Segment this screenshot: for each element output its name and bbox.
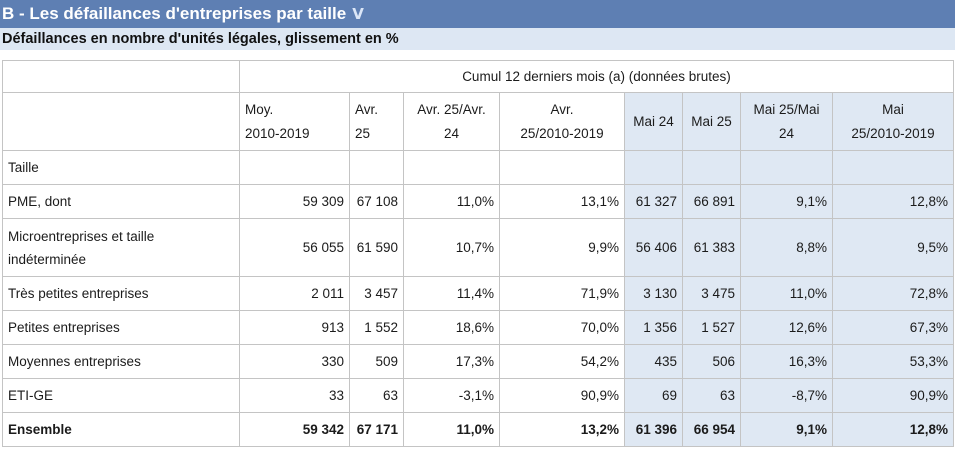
column-header-row: Moy. 2010-2019 Avr. 25 Avr. 25/Avr. 24 Avr.…	[2, 92, 954, 151]
table-cell: 67 108	[349, 184, 404, 219]
table-cell: 90,9%	[832, 378, 954, 413]
table-cell: 3 475	[682, 276, 741, 311]
table-cell: 61 590	[349, 218, 404, 277]
row-label: ETI-GE	[2, 378, 240, 413]
column-header: Mai 25/2010-2019	[832, 92, 954, 151]
table-row: Très petites entreprises 2 011 3 457 11,…	[2, 276, 954, 311]
failures-table: Cumul 12 derniers mois (a) (données brut…	[2, 60, 954, 447]
table-cell: 17,3%	[403, 344, 500, 379]
table-cell: 12,8%	[832, 184, 954, 219]
column-header: Avr. 25/2010-2019	[499, 92, 625, 151]
group-header-row: Cumul 12 derniers mois (a) (données brut…	[2, 60, 954, 93]
table-cell: 56 055	[239, 218, 350, 277]
row-label: Moyennes entreprises	[2, 344, 240, 379]
table-cell: 66 954	[682, 412, 741, 447]
table-cell: 8,8%	[740, 218, 833, 277]
table-cell: 67,3%	[832, 310, 954, 345]
column-header: Mai 25	[682, 92, 741, 151]
table-cell: 509	[349, 344, 404, 379]
row-label: Ensemble	[2, 412, 240, 447]
table-cell: 53,3%	[832, 344, 954, 379]
total-row: Ensemble 59 342 67 171 11,0% 13,2% 61 39…	[2, 412, 954, 447]
column-header: Avr. 25/Avr. 24	[403, 92, 500, 151]
table-cell: 59 342	[239, 412, 350, 447]
section-label: Taille	[2, 150, 240, 185]
table-cell: 90,9%	[499, 378, 625, 413]
table-cell: 12,8%	[832, 412, 954, 447]
table-row: Microentreprises et taille indéterminée 5…	[2, 218, 954, 277]
table-cell: 72,8%	[832, 276, 954, 311]
table-cell: 913	[239, 310, 350, 345]
table-cell: 3 130	[624, 276, 683, 311]
table-cell: 61 383	[682, 218, 741, 277]
table-cell: 63	[349, 378, 404, 413]
page-title: B - Les défaillances d'entreprises par t…	[0, 0, 955, 28]
table-cell: 66 891	[682, 184, 741, 219]
column-header: Avr. 25	[349, 92, 404, 151]
table-row: ETI-GE 33 63 -3,1% 90,9% 69 63 -8,7% 90,…	[2, 378, 954, 413]
table-cell: 11,0%	[403, 184, 500, 219]
table-cell: 330	[239, 344, 350, 379]
table-row: Moyennes entreprises 330 509 17,3% 54,2%…	[2, 344, 954, 379]
table-cell: 13,1%	[499, 184, 625, 219]
row-label: Petites entreprises	[2, 310, 240, 345]
corner-cell	[2, 92, 240, 151]
table-cell: 1 552	[349, 310, 404, 345]
table-cell: 9,1%	[740, 412, 833, 447]
table-cell: 11,4%	[403, 276, 500, 311]
table-cell: 13,2%	[499, 412, 625, 447]
table-cell: 9,5%	[832, 218, 954, 277]
column-header: Moy. 2010-2019	[239, 92, 350, 151]
table-cell: 9,1%	[740, 184, 833, 219]
table-cell: 54,2%	[499, 344, 625, 379]
table-cell: 56 406	[624, 218, 683, 277]
page-subtitle: Défaillances en nombre d'unités légales,…	[0, 28, 955, 50]
table-cell: 67 171	[349, 412, 404, 447]
table-cell: 11,0%	[740, 276, 833, 311]
table-cell: 435	[624, 344, 683, 379]
table-cell: 18,6%	[403, 310, 500, 345]
table-cell: 16,3%	[740, 344, 833, 379]
table-cell: 506	[682, 344, 741, 379]
table-cell: 2 011	[239, 276, 350, 311]
row-label: Microentreprises et taille indéterminée	[2, 218, 240, 277]
group-header: Cumul 12 derniers mois (a) (données brut…	[239, 60, 954, 93]
table-row: Petites entreprises 913 1 552 18,6% 70,0…	[2, 310, 954, 345]
table-cell: 11,0%	[403, 412, 500, 447]
table-cell: -3,1%	[403, 378, 500, 413]
table-cell: 10,7%	[403, 218, 500, 277]
section-row: Taille	[2, 150, 954, 185]
table-cell: 3 457	[349, 276, 404, 311]
column-header: Mai 25/Mai 24	[740, 92, 833, 151]
table-cell: 12,6%	[740, 310, 833, 345]
row-label: Très petites entreprises	[2, 276, 240, 311]
table-cell: 70,0%	[499, 310, 625, 345]
title-text: B - Les défaillances d'entreprises par t…	[2, 4, 347, 23]
table-cell: 61 327	[624, 184, 683, 219]
table-cell: 1 527	[682, 310, 741, 345]
table-cell: 9,9%	[499, 218, 625, 277]
table-cell: 63	[682, 378, 741, 413]
chart-icon: 𝗩	[352, 6, 364, 23]
table-cell: 1 356	[624, 310, 683, 345]
table-cell: 69	[624, 378, 683, 413]
table-cell: 61 396	[624, 412, 683, 447]
row-label: PME, dont	[2, 184, 240, 219]
table-cell: 71,9%	[499, 276, 625, 311]
table-row: PME, dont 59 309 67 108 11,0% 13,1% 61 3…	[2, 184, 954, 219]
table-cell: 59 309	[239, 184, 350, 219]
table-cell: 33	[239, 378, 350, 413]
corner-cell	[2, 60, 240, 93]
column-header: Mai 24	[624, 92, 683, 151]
table-cell: -8,7%	[740, 378, 833, 413]
